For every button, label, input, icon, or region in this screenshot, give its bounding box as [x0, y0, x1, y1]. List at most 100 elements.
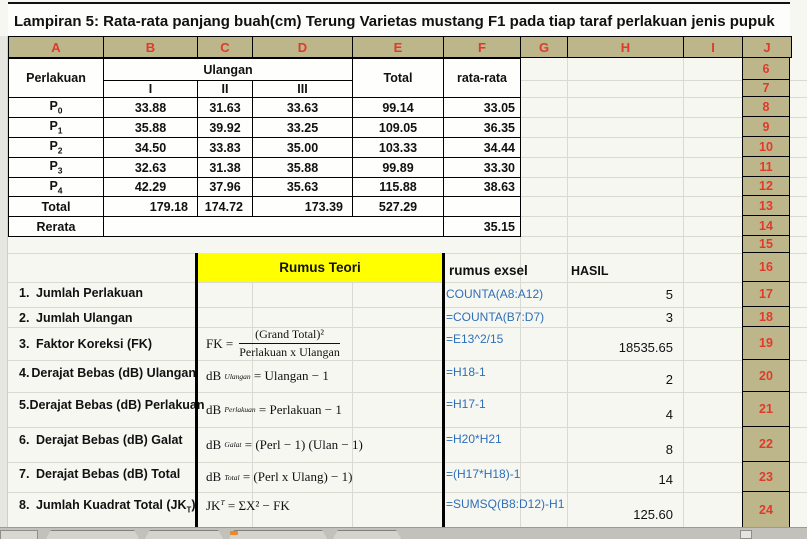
cell-rumus-teori[interactable]: dB Ulangan = Ulangan − 1 — [206, 368, 329, 383]
cell-rep-3[interactable]: III — [252, 80, 353, 98]
column-header-e[interactable]: E — [353, 37, 444, 57]
cell-rep-1[interactable]: I — [103, 80, 198, 98]
cell-rumus-teori[interactable]: FK = (Grand Total)² Perlakuan x Ulangan — [206, 327, 340, 359]
cell-value[interactable]: 39.92 — [197, 117, 253, 138]
cell-excel-formula[interactable]: =H18-1 — [446, 365, 486, 379]
cell-value[interactable]: 35.88 — [103, 117, 198, 138]
cell-rumus-teori[interactable]: JK T = ΣX² − FK — [206, 498, 290, 513]
row-header-23[interactable]: 23 — [743, 462, 789, 492]
cell-excel-formula[interactable]: =SUMSQ(B8:D12)-H19 — [446, 497, 564, 511]
sheet-tab[interactable] — [228, 530, 328, 539]
cell-excel-formula[interactable]: =H20*H21 — [446, 432, 502, 446]
column-header-c[interactable]: C — [198, 37, 253, 57]
cell-empty[interactable] — [443, 196, 521, 217]
cell-excel-formula[interactable]: =E13^2/15 — [446, 332, 504, 346]
cell-hasil-value[interactable]: 18535.65 — [618, 340, 673, 355]
sheet-tab[interactable] — [45, 530, 140, 539]
cell-value[interactable]: 32.63 — [103, 157, 198, 178]
cell-perlakuan-header[interactable]: Perlakuan — [8, 58, 104, 98]
cell-rumus-teori[interactable] — [198, 282, 442, 307]
row-header-7[interactable]: 7 — [743, 80, 789, 97]
row-header-20[interactable]: 20 — [743, 360, 789, 392]
cell-value[interactable]: 109.05 — [352, 117, 444, 138]
cell-rata-header[interactable]: rata-rata — [443, 58, 521, 98]
cell-value[interactable]: 174.72 — [197, 196, 253, 217]
cell-item-label[interactable]: 3. Faktor Koreksi (FK) — [19, 337, 152, 351]
row-header-8[interactable]: 8 — [743, 97, 789, 117]
cell-value[interactable]: 33.88 — [103, 97, 198, 118]
cell-hasil-value[interactable]: 4 — [665, 407, 673, 422]
row-header-17[interactable]: 17 — [743, 282, 789, 307]
cell-value[interactable]: 37.96 — [197, 177, 253, 197]
cell-excel-formula[interactable]: =COUNTA(B7:D7) — [446, 310, 545, 324]
cell-rumus-teori[interactable] — [198, 307, 442, 327]
cell-value[interactable]: 33.83 — [197, 137, 253, 158]
cell-total-label[interactable]: Total — [8, 196, 104, 217]
column-header-a[interactable]: A — [9, 37, 104, 57]
cell-rumus-teori-header[interactable]: Rumus Teori — [198, 253, 442, 282]
cell-hasil-value[interactable]: 3 — [665, 310, 673, 325]
cell-value[interactable]: 173.39 — [252, 196, 353, 217]
row-header-15[interactable]: 15 — [743, 236, 789, 253]
cell-value[interactable]: 33.05 — [443, 97, 521, 118]
cell-hasil-value[interactable]: 5 — [665, 287, 673, 302]
cell-excel-formula[interactable]: =(H17*H18)-1 — [446, 467, 521, 481]
cell-rep-2[interactable]: II — [197, 80, 253, 98]
row-header-18[interactable]: 18 — [743, 307, 789, 327]
cell-value[interactable]: 99.89 — [352, 157, 444, 178]
cell-item-label[interactable]: 8. Jumlah Kuadrat Total (JKT) — [19, 498, 196, 515]
cell-hasil-value[interactable]: 8 — [665, 442, 673, 457]
cell-value[interactable]: 33.25 — [252, 117, 353, 138]
cell-empty[interactable] — [103, 216, 444, 237]
column-header-d[interactable]: D — [253, 37, 353, 57]
column-header-j[interactable]: J — [743, 37, 791, 57]
cell-value[interactable]: 33.63 — [252, 97, 353, 118]
column-header-f[interactable]: F — [444, 37, 521, 57]
cell-rumus-exsel-header[interactable]: rumus exsel — [449, 263, 528, 278]
column-header-h[interactable]: H — [568, 37, 684, 57]
cell-value[interactable]: 33.30 — [443, 157, 521, 178]
cell-value[interactable]: 38.63 — [443, 177, 521, 197]
sheet-tab[interactable] — [144, 530, 224, 539]
cell-value[interactable]: 34.50 — [103, 137, 198, 158]
cell-value[interactable]: 31.38 — [197, 157, 253, 178]
cell-item-label[interactable]: 6. Derajat Bebas (dB) Galat — [19, 433, 183, 447]
tab-scroll-area[interactable] — [0, 530, 38, 539]
cell-hasil-value[interactable]: 125.60 — [633, 507, 673, 522]
cell-hasil-value[interactable]: 14 — [658, 472, 673, 487]
cell-treatment-label[interactable]: P0 — [8, 97, 104, 118]
cell-total-header[interactable]: Total — [352, 58, 444, 98]
cell-value[interactable]: 179.18 — [103, 196, 198, 217]
cell-value[interactable]: 99.14 — [352, 97, 444, 118]
cell-rumus-teori[interactable]: dB Perlakuan = Perlakuan − 1 — [206, 401, 342, 417]
cell-value[interactable]: 35.63 — [252, 177, 353, 197]
cell-rumus-teori[interactable]: dB Total = (Perl x Ulang) − 1) — [206, 469, 353, 484]
cell-value[interactable]: 115.88 — [352, 177, 444, 197]
row-header-22[interactable]: 22 — [743, 427, 789, 462]
row-header-10[interactable]: 10 — [743, 137, 789, 157]
cell-value[interactable]: 103.33 — [352, 137, 444, 158]
cell-excel-formula[interactable]: COUNTA(A8:A12) — [446, 287, 544, 301]
row-header-24[interactable]: 24 — [743, 492, 789, 527]
cell-treatment-label[interactable]: P1 — [8, 117, 104, 138]
scrollbar-handle[interactable] — [740, 530, 752, 539]
title-cell[interactable]: Lampiran 5: Rata-rata panjang buah(cm) T… — [8, 2, 790, 36]
cell-treatment-label[interactable]: P2 — [8, 137, 104, 158]
cell-hasil-header[interactable]: HASIL — [571, 264, 609, 278]
row-header-21[interactable]: 21 — [743, 392, 789, 427]
cell-value[interactable]: 35.15 — [443, 216, 521, 237]
row-header-19[interactable]: 19 — [743, 327, 789, 360]
cell-item-label[interactable]: 4. Derajat Bebas (dB) Ulangan — [19, 366, 196, 380]
column-header-g[interactable]: G — [521, 37, 568, 57]
sheet-tab[interactable] — [332, 530, 402, 539]
cell-rerata-label[interactable]: Rerata — [8, 216, 104, 237]
row-header-13[interactable]: 13 — [743, 196, 789, 216]
cell-value[interactable]: 34.44 — [443, 137, 521, 158]
cell-treatment-label[interactable]: P3 — [8, 157, 104, 178]
row-header-9[interactable]: 9 — [743, 117, 789, 137]
row-header-12[interactable]: 12 — [743, 177, 789, 196]
row-header-14[interactable]: 14 — [743, 216, 789, 236]
cell-value[interactable]: 35.00 — [252, 137, 353, 158]
row-header-11[interactable]: 11 — [743, 157, 789, 177]
cell-item-label[interactable]: 7. Derajat Bebas (dB) Total — [19, 467, 181, 481]
